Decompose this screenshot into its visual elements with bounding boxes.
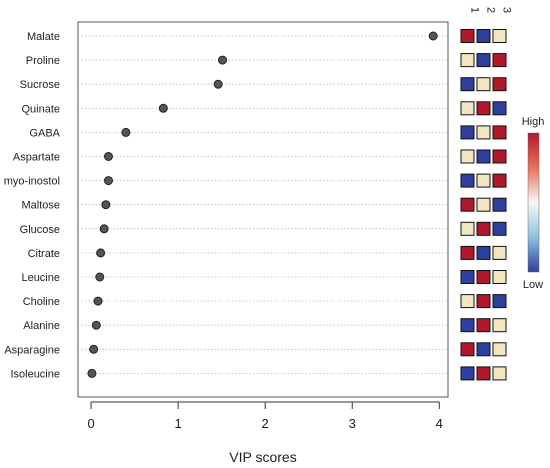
x-axis: 0 1 2 3 4 xyxy=(87,401,443,431)
legend-high-label: High xyxy=(522,116,545,128)
data-point xyxy=(96,248,106,258)
heatmap-cell xyxy=(492,294,507,309)
heatmap-cell xyxy=(492,125,507,140)
heatmap-cell xyxy=(492,29,507,43)
heatmap-cell xyxy=(460,366,475,381)
color-legend-bar xyxy=(527,132,540,273)
category-label: Choline xyxy=(23,296,60,308)
data-point xyxy=(87,368,97,378)
heatmap-cell xyxy=(476,270,491,284)
category-label: Malate xyxy=(27,31,60,43)
heatmap-cell xyxy=(476,221,491,236)
x-tick-label: 1 xyxy=(175,416,182,431)
heatmap-cell xyxy=(460,173,475,188)
heatmap-cell xyxy=(476,197,491,212)
category-label: Asparagine xyxy=(4,344,60,356)
heatmap-cell xyxy=(476,53,491,68)
x-tick-label: 4 xyxy=(436,416,443,431)
legend-low-label: Low xyxy=(523,279,543,291)
heatmap-cell xyxy=(492,245,507,260)
heatmap-cell xyxy=(476,77,491,92)
heatmap-cell xyxy=(460,125,475,140)
category-label: Proline xyxy=(26,55,60,67)
category-labels: Malate Proline Sucrose Quinate GABA Aspartate… xyxy=(4,31,61,380)
heatmap-cell xyxy=(460,221,475,236)
heatmap-cell xyxy=(492,53,507,68)
heatmap-cell xyxy=(476,149,491,164)
heatmap-cell xyxy=(492,366,507,381)
plot-frame xyxy=(77,21,449,398)
data-point xyxy=(103,152,113,161)
data-point xyxy=(428,31,438,41)
heatmap-cell xyxy=(492,318,507,333)
heatmap-cell xyxy=(460,197,475,212)
heatmap-cell xyxy=(492,77,507,92)
x-tick-label: 2 xyxy=(262,416,269,431)
category-label: Sucrose xyxy=(20,79,60,91)
heatmap-cell xyxy=(492,197,507,212)
heatmap-cell xyxy=(476,125,491,140)
heatmap-cell xyxy=(476,245,491,260)
heatmap-cell xyxy=(476,173,491,188)
category-label: Glucose xyxy=(20,224,60,236)
data-point xyxy=(103,176,113,186)
heatmap-column-label: 2 xyxy=(485,7,497,13)
data-point xyxy=(89,344,99,354)
heatmap-cell xyxy=(492,221,507,236)
heatmap-cell xyxy=(460,245,475,260)
heatmap-cell xyxy=(492,173,507,188)
category-label: Leucine xyxy=(21,272,60,284)
heatmap-cell xyxy=(476,101,491,116)
grid-lines xyxy=(78,35,448,374)
data-point xyxy=(213,79,223,89)
category-label: Alanine xyxy=(23,320,60,332)
category-label: Isoleucine xyxy=(10,368,60,380)
data-point xyxy=(158,103,168,113)
heatmap-cell xyxy=(460,29,475,43)
heatmap-cell xyxy=(460,318,475,333)
data-point xyxy=(121,127,131,137)
heatmap-cell xyxy=(492,101,507,116)
heatmap-cell xyxy=(460,149,475,164)
data-points xyxy=(87,31,438,378)
category-label: Quinate xyxy=(21,103,60,115)
heatmap-cell xyxy=(492,270,507,284)
x-axis-title: VIP scores xyxy=(229,449,296,465)
x-tick-label: 3 xyxy=(349,416,356,431)
heatmap-cell xyxy=(460,101,475,116)
heatmap-cell xyxy=(476,366,491,381)
heatmap-cell xyxy=(460,53,475,68)
category-label: Maltose xyxy=(21,200,60,212)
heatmap-column-label: 1 xyxy=(469,7,481,13)
data-point xyxy=(99,224,109,234)
data-point xyxy=(91,320,101,330)
category-label: myo-inostol xyxy=(4,176,60,188)
heatmap-cell xyxy=(460,270,475,284)
category-label: GABA xyxy=(29,127,60,139)
heatmap-cell xyxy=(460,342,475,357)
data-point xyxy=(93,296,103,306)
heatmap-cell xyxy=(476,342,491,357)
category-label: Aspartate xyxy=(13,152,60,164)
heatmap-cell xyxy=(476,318,491,333)
heatmap-cell xyxy=(492,149,507,164)
heatmap-cell xyxy=(492,342,507,357)
heatmap-cell xyxy=(460,294,475,309)
heatmap-column-label: 3 xyxy=(501,7,513,13)
heatmap xyxy=(460,29,507,381)
data-point xyxy=(95,272,105,282)
heatmap-cell xyxy=(460,77,475,92)
data-point xyxy=(101,200,111,210)
heatmap-cell xyxy=(476,294,491,309)
data-point xyxy=(218,55,228,65)
heatmap-cell xyxy=(476,29,491,43)
category-label: Citrate xyxy=(28,248,60,260)
x-tick-label: 0 xyxy=(87,416,94,431)
